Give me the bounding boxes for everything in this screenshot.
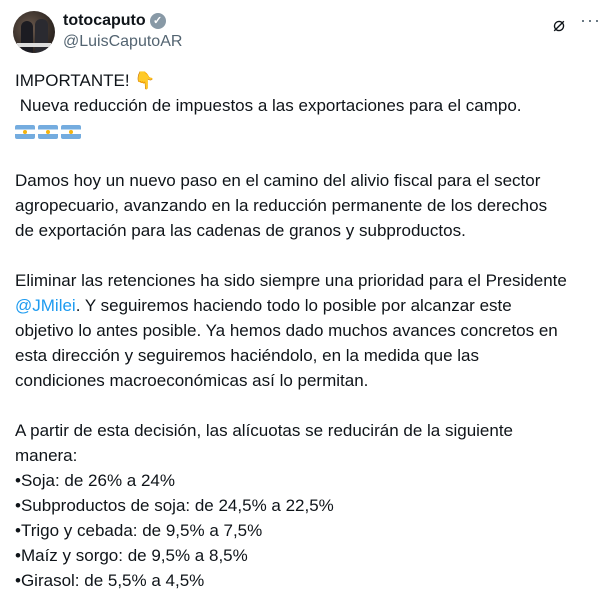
mention-link[interactable]: @JMilei [15,296,76,315]
text-line: agropecuario, avanzando en la reducción … [15,196,548,215]
text-line: de exportación para las cadenas de grano… [15,221,466,240]
list-item: •Maíz y sorgo: de 9,5% a 8,5% [15,546,248,565]
text-line: Damos hoy un nuevo paso en el camino del… [15,171,541,190]
text-line: manera: [15,446,78,465]
list-item: •Trigo y cebada: de 9,5% a 7,5% [15,521,263,540]
display-name[interactable]: totocaputo ✓ [63,12,166,30]
verified-badge-icon: ✓ [149,13,166,29]
text-line: A partir de esta decisión, las alícuotas… [15,421,514,440]
list-item: •Soja: de 26% a 24% [15,471,176,490]
grok-icon[interactable]: ⌀ [553,14,566,36]
text-line: objetivo lo antes posible. Ya hemos dado… [15,321,558,340]
subheadline: Nueva reducción de impuestos a las expor… [15,96,522,115]
avatar[interactable] [13,11,55,53]
handle[interactable]: @LuisCaputoAR [63,33,183,50]
pointing-down-emoji: 👇 [134,71,156,90]
text-line: esta dirección y seguiremos haciéndolo, … [15,346,479,365]
text-line: condiciones macroeconómicas así lo permi… [15,371,369,390]
flags [15,118,567,143]
list-item: •Girasol: de 5,5% a 4,5% [15,571,205,590]
argentina-flag-icon [15,124,35,139]
headline: IMPORTANTE! [15,71,130,90]
list-item: •Subproductos de soja: de 24,5% a 22,5% [15,496,334,515]
tweet-text: IMPORTANTE! 👇 Nueva reducción de impuest… [15,68,567,593]
argentina-flag-icon [61,124,81,139]
text-line: Eliminar las retenciones ha sido siempre… [15,271,567,290]
display-name-text: totocaputo [63,12,146,29]
more-icon[interactable]: ··· [580,10,601,30]
argentina-flag-icon [38,124,58,139]
text-line: . Y seguiremos haciendo todo lo posible … [75,296,512,315]
